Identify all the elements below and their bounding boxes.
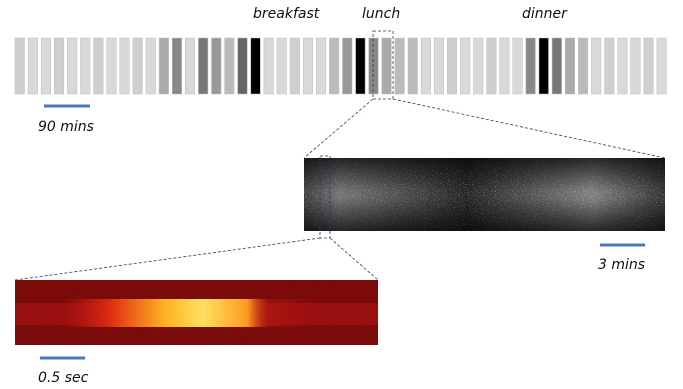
day-strip	[368, 37, 379, 95]
day-strip	[14, 37, 25, 95]
day-strip	[302, 37, 313, 95]
day-strip	[276, 37, 287, 95]
day-strip	[329, 37, 340, 95]
scale-label: 90 mins	[38, 119, 94, 135]
day-strip	[198, 37, 209, 95]
day-strip	[237, 37, 248, 95]
day-strip	[407, 37, 418, 95]
day-strip	[316, 37, 327, 95]
day-strip	[119, 37, 130, 95]
day-strip	[499, 37, 510, 95]
day-strip	[538, 37, 549, 95]
day-strip	[171, 37, 182, 95]
day-strip	[643, 37, 654, 95]
day-strip	[591, 37, 602, 95]
zoom-line	[392, 98, 666, 159]
day-strip	[250, 37, 261, 95]
daily-strips	[14, 37, 667, 95]
heatmap-panel	[15, 280, 378, 345]
day-strip	[564, 37, 575, 95]
day-strip	[381, 37, 392, 95]
day-strip	[54, 37, 65, 95]
day-strip	[93, 37, 104, 95]
meal-label: lunch	[362, 6, 400, 22]
meal-label: dinner	[522, 6, 568, 22]
zoom-line	[329, 237, 379, 281]
day-strip	[473, 37, 484, 95]
day-strip	[67, 37, 78, 95]
raster-panel	[304, 158, 665, 231]
heatmap-noise	[15, 280, 378, 345]
day-strip	[630, 37, 641, 95]
day-strip	[27, 37, 38, 95]
day-strip	[394, 37, 405, 95]
day-strip	[447, 37, 458, 95]
day-strip	[525, 37, 536, 95]
day-strip	[289, 37, 300, 95]
day-strip	[263, 37, 274, 95]
day-strip	[40, 37, 51, 95]
day-strip	[617, 37, 628, 95]
day-strip	[106, 37, 117, 95]
meal-label: breakfast	[253, 6, 320, 22]
day-strip	[158, 37, 169, 95]
day-strip	[656, 37, 667, 95]
day-strip	[185, 37, 196, 95]
day-strip	[551, 37, 562, 95]
day-strip	[342, 37, 353, 95]
day-strip	[486, 37, 497, 95]
zoom-line	[14, 237, 321, 281]
zoom-box	[319, 155, 331, 239]
day-strip	[224, 37, 235, 95]
scale-label: 0.5 sec	[38, 370, 89, 386]
day-strip	[132, 37, 143, 95]
zoom-box	[372, 30, 394, 100]
day-strip	[604, 37, 615, 95]
day-strip	[512, 37, 523, 95]
day-strip	[420, 37, 431, 95]
zoom-line	[303, 98, 374, 159]
day-strip	[578, 37, 589, 95]
raster-fade	[304, 158, 665, 231]
day-strip	[145, 37, 156, 95]
scale-label: 3 mins	[598, 257, 645, 273]
day-strip	[211, 37, 222, 95]
day-strip	[460, 37, 471, 95]
day-strip	[80, 37, 91, 95]
day-strip	[355, 37, 366, 95]
day-strip	[433, 37, 444, 95]
